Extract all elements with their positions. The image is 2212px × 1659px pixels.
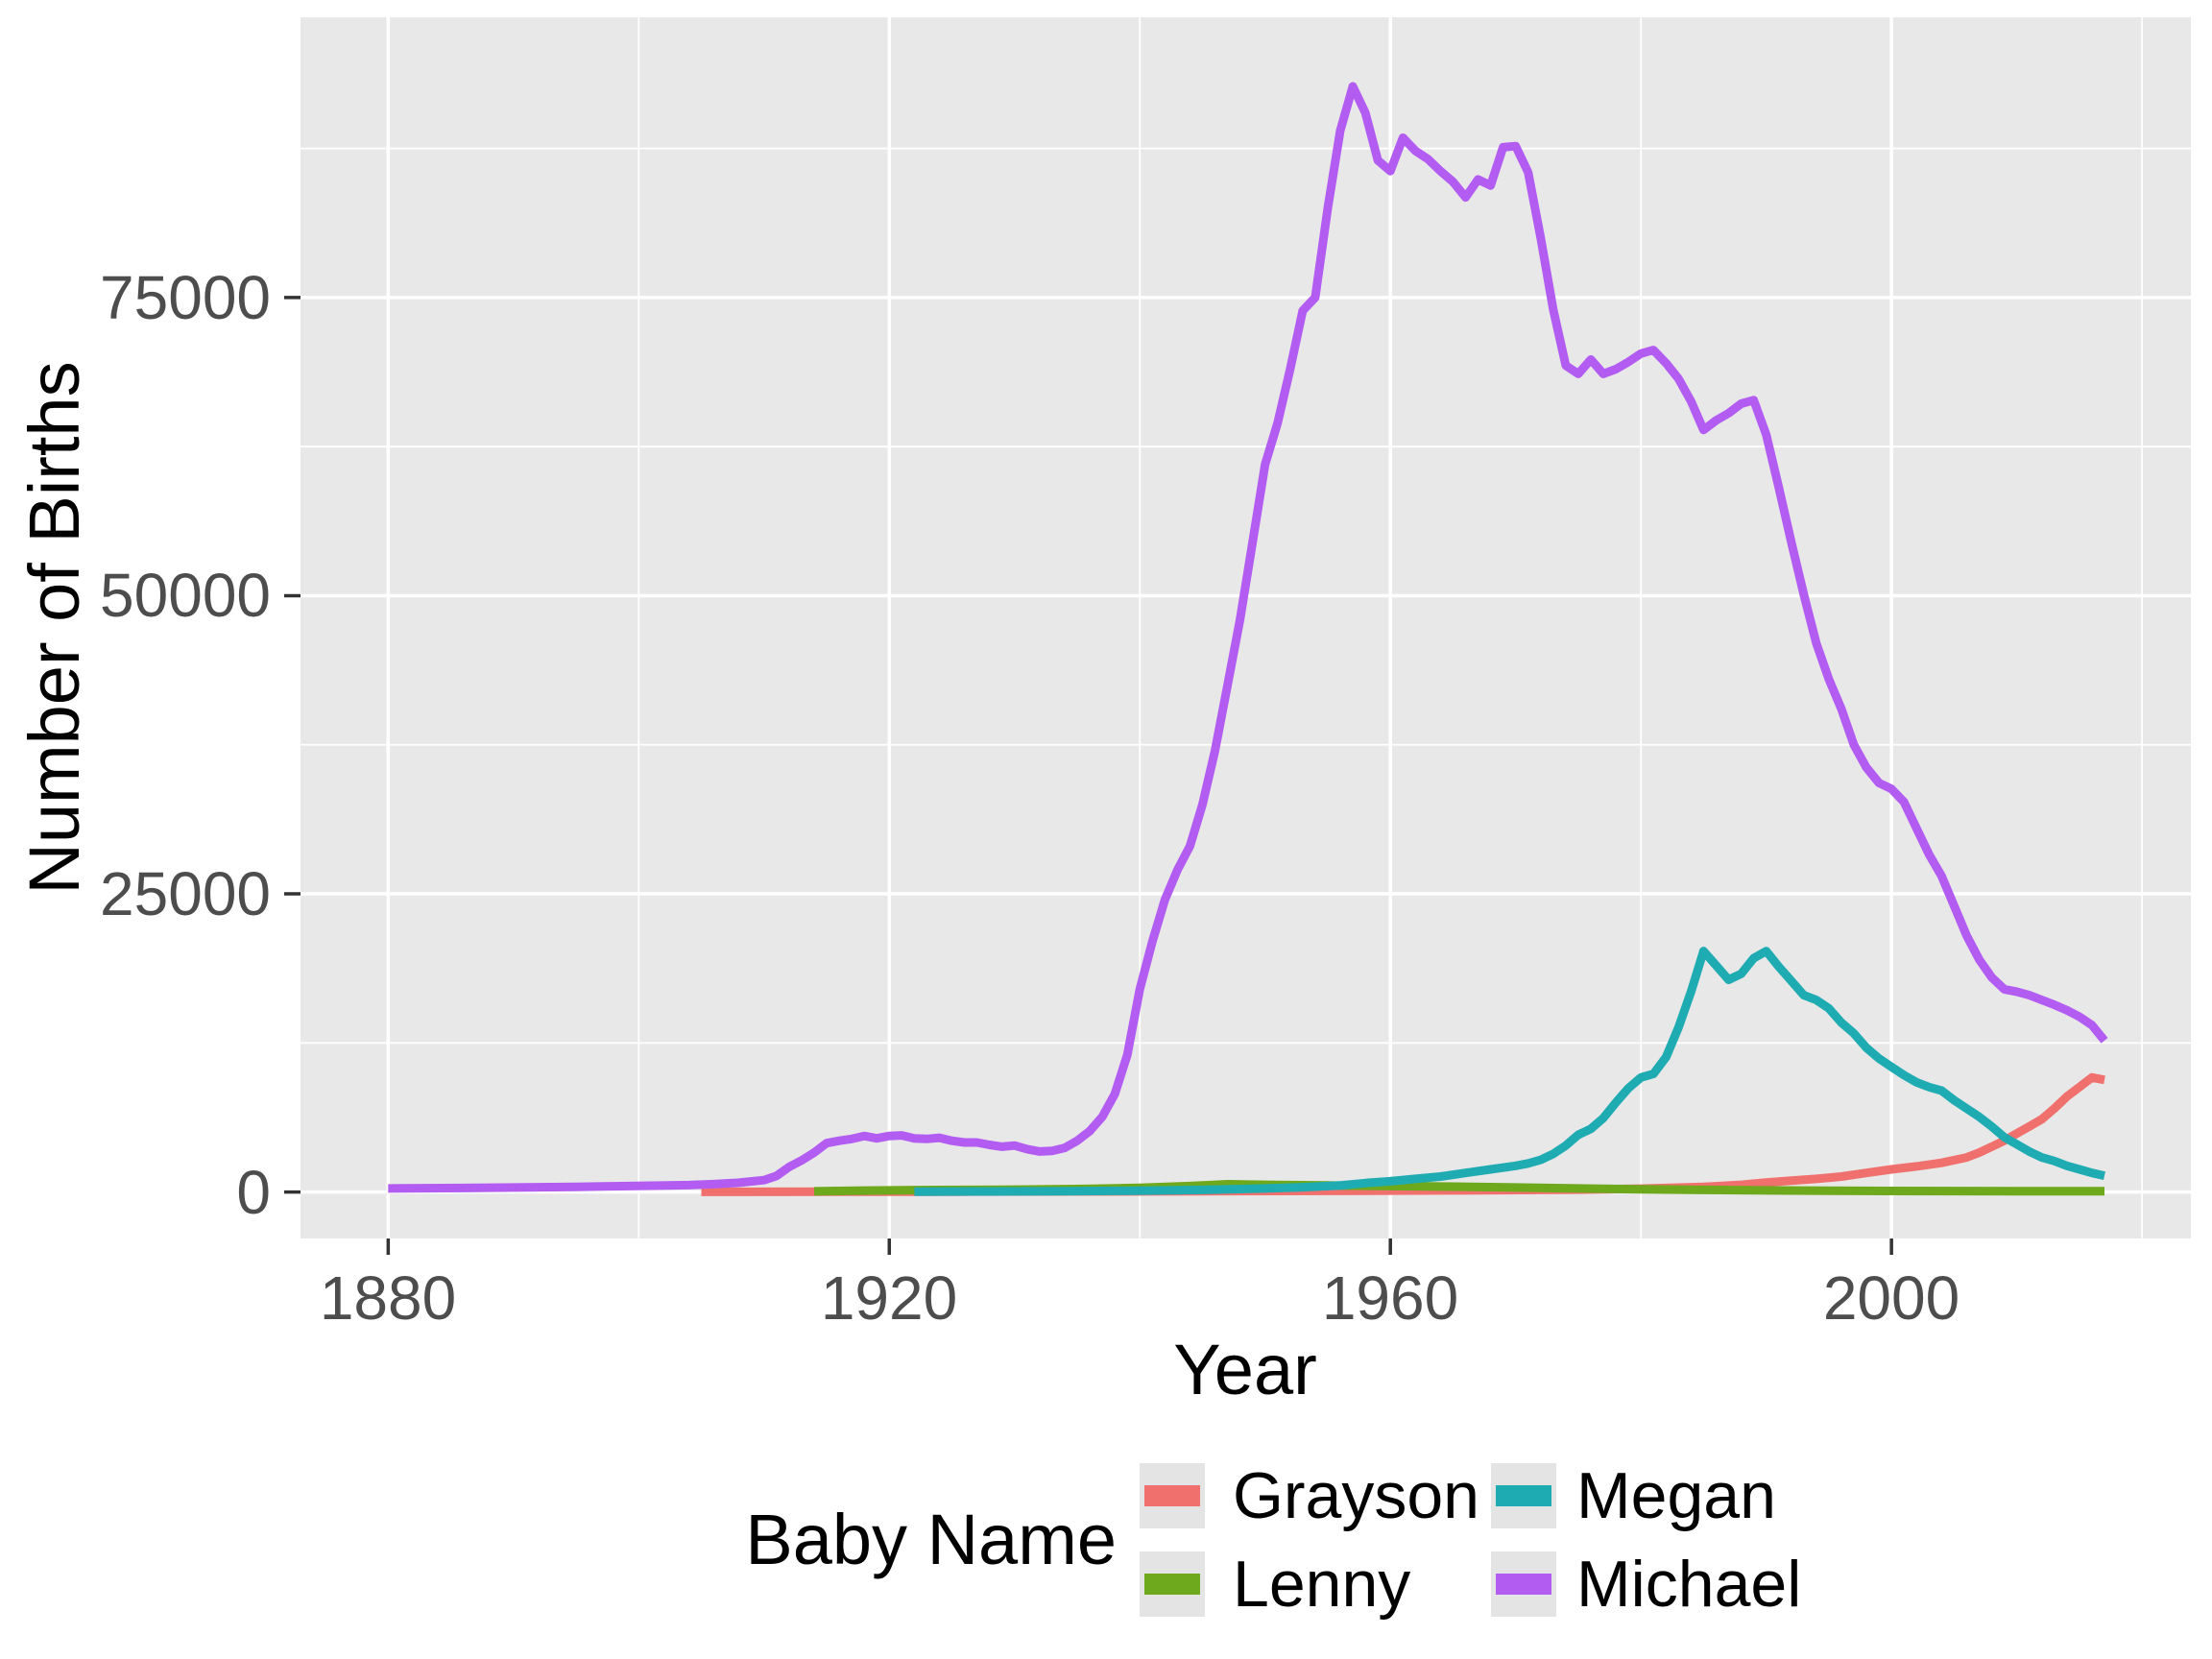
x-tick-label-1960: 1960 (1321, 1263, 1459, 1333)
series-line-megan (914, 947, 2105, 1196)
legend-label-michael: Michael (1576, 1548, 1802, 1621)
y-axis-title: Number of Births (14, 361, 94, 895)
legend-label-grayson: Grayson (1233, 1459, 1479, 1532)
series-line-michael (388, 82, 2108, 1193)
lenny-line-swatch-icon (1144, 1574, 1200, 1595)
x-tick-label-2000: 2000 (1822, 1263, 1960, 1333)
series-line-grayson (701, 1072, 2105, 1196)
legend-label-megan: Megan (1576, 1459, 1776, 1532)
y-tick-label-0: 0 (236, 1158, 271, 1227)
legend-key-megan (1491, 1463, 1556, 1528)
legend-key-grayson (1140, 1463, 1205, 1528)
y-tick-label-75000: 75000 (100, 263, 271, 332)
legend-key-lenny (1140, 1551, 1205, 1617)
plot-panel (301, 17, 2191, 1238)
grayson-line-swatch-icon (1144, 1485, 1200, 1506)
michael-line-swatch-icon (1496, 1574, 1551, 1595)
y-tick-label-25000: 25000 (100, 859, 271, 928)
legend-label-lenny: Lenny (1233, 1548, 1411, 1621)
y-tick-label-50000: 50000 (100, 561, 271, 630)
x-axis-title: Year (1173, 1330, 1317, 1409)
x-tick-label-1920: 1920 (820, 1263, 958, 1333)
legend-title: Baby Name (745, 1500, 1117, 1579)
x-tick-label-1880: 1880 (319, 1263, 457, 1333)
megan-line-swatch-icon (1496, 1485, 1551, 1506)
legend-key-michael (1491, 1551, 1556, 1617)
